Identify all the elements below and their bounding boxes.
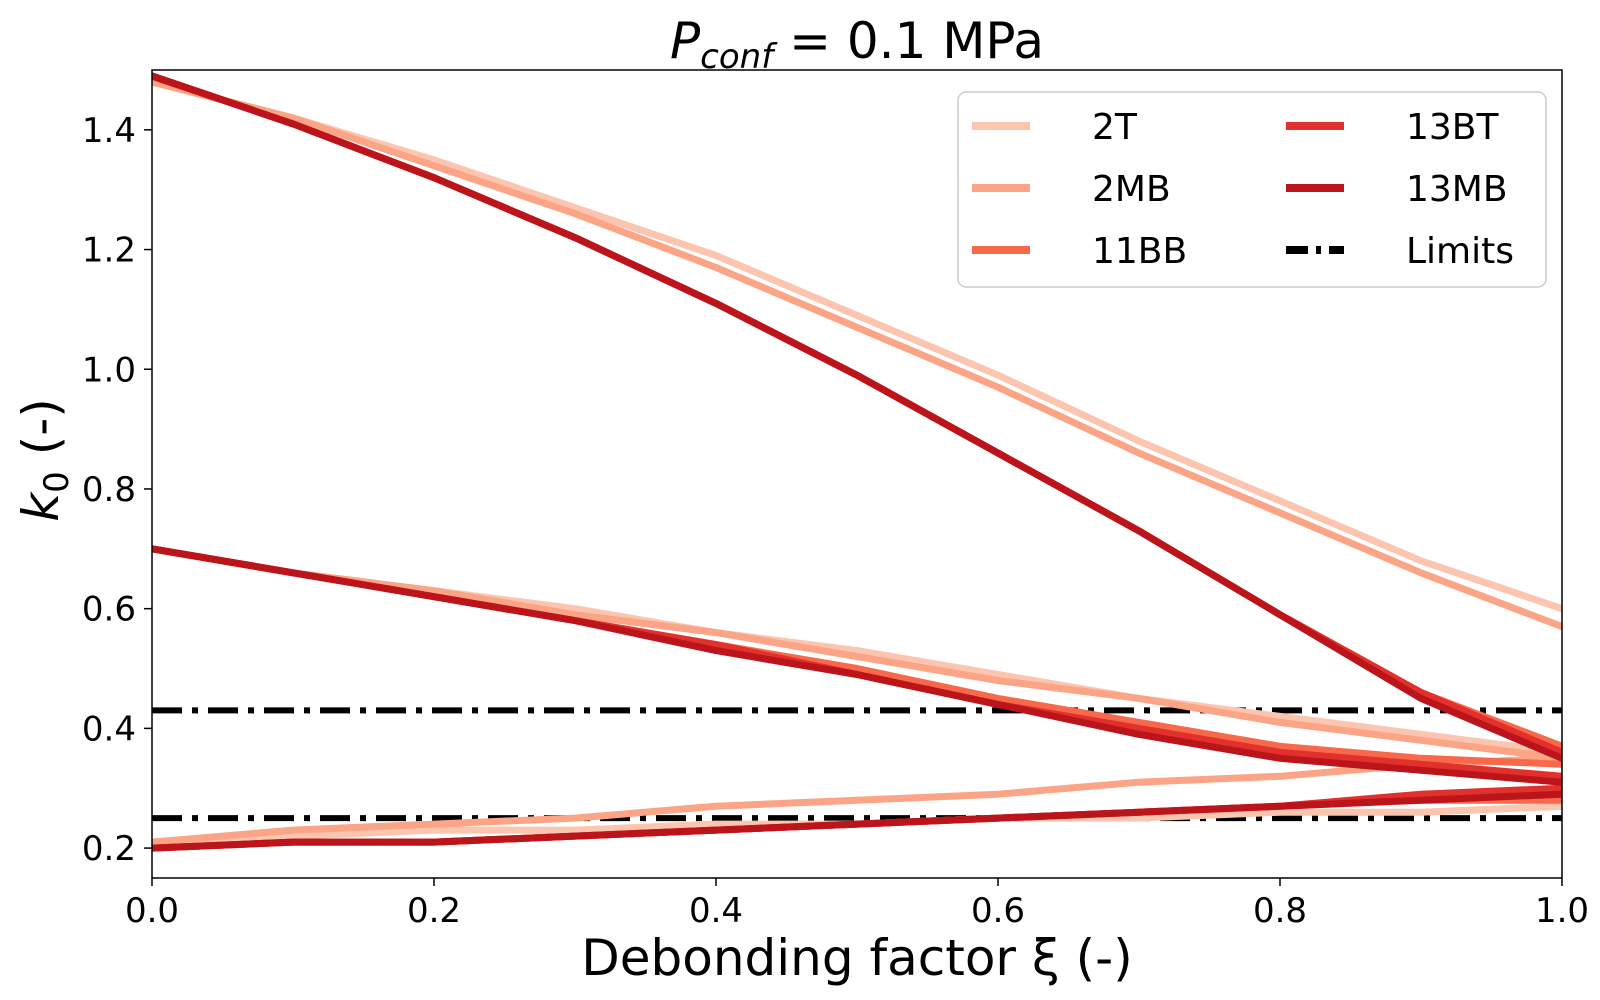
chart-title: Pconf = 0.1 MPa xyxy=(670,12,1044,77)
x-tick-label: 0.8 xyxy=(1253,891,1307,931)
series-2mb-curve-1 xyxy=(152,78,1562,631)
legend-label-2mb: 2MB xyxy=(1092,169,1171,210)
y-axis-label: k0 (-) xyxy=(12,398,77,522)
y-axis-label-suffix: (-) xyxy=(12,398,70,471)
legend-label-limits: Limits xyxy=(1406,231,1514,272)
y-tick-label: 1.2 xyxy=(82,231,136,271)
x-tick-label: 0.0 xyxy=(125,891,179,931)
series-lines xyxy=(152,72,1562,852)
x-tick-label: 0.2 xyxy=(407,891,461,931)
y-tick-label: 1.0 xyxy=(82,350,136,390)
y-tick-label: 0.2 xyxy=(82,829,136,869)
chart-title-suffix: = 0.1 MPa xyxy=(773,12,1044,70)
x-axis: 0.0 0.2 0.4 0.6 0.8 1.0 xyxy=(125,878,1589,931)
x-tick-label: 1.0 xyxy=(1535,891,1589,931)
series-2t-curve-1 xyxy=(152,78,1562,613)
y-axis-label-main: k xyxy=(12,491,70,522)
y-tick-label: 1.4 xyxy=(82,111,136,151)
y-tick-label: 0.8 xyxy=(82,470,136,510)
legend-label-11bb: 11BB xyxy=(1092,231,1187,272)
legend-label-13bt: 13BT xyxy=(1406,107,1500,148)
series-2mb-curve-3 xyxy=(152,754,1562,846)
y-axis-label-subscript: 0 xyxy=(37,471,77,493)
plot-area xyxy=(151,69,1563,879)
x-axis-label: Debonding factor ξ (-) xyxy=(581,929,1132,987)
y-tick-label: 0.6 xyxy=(82,590,136,630)
series-13mb-curve-1 xyxy=(152,72,1562,762)
chart-title-main: P xyxy=(670,12,701,70)
series-13mb-curve-2 xyxy=(152,545,1562,786)
legend-label-13mb: 13MB xyxy=(1406,169,1508,210)
y-axis: 0.2 0.4 0.6 0.8 1.0 1.2 1.4 xyxy=(82,111,152,869)
series-13mb-curve-3 xyxy=(152,790,1562,852)
series-2mb-curve-2 xyxy=(152,545,1562,762)
plot-frame xyxy=(151,69,1563,879)
x-tick-label: 0.4 xyxy=(689,891,743,931)
y-tick-label: 0.4 xyxy=(82,709,136,749)
legend-label-2t: 2T xyxy=(1092,107,1138,148)
legend: 2T 2MB 11BB 13BT 13MB Limits xyxy=(957,91,1547,288)
x-tick-label: 0.6 xyxy=(971,891,1025,931)
legend-box xyxy=(957,91,1547,288)
chart-title-subscript: conf xyxy=(700,37,778,77)
